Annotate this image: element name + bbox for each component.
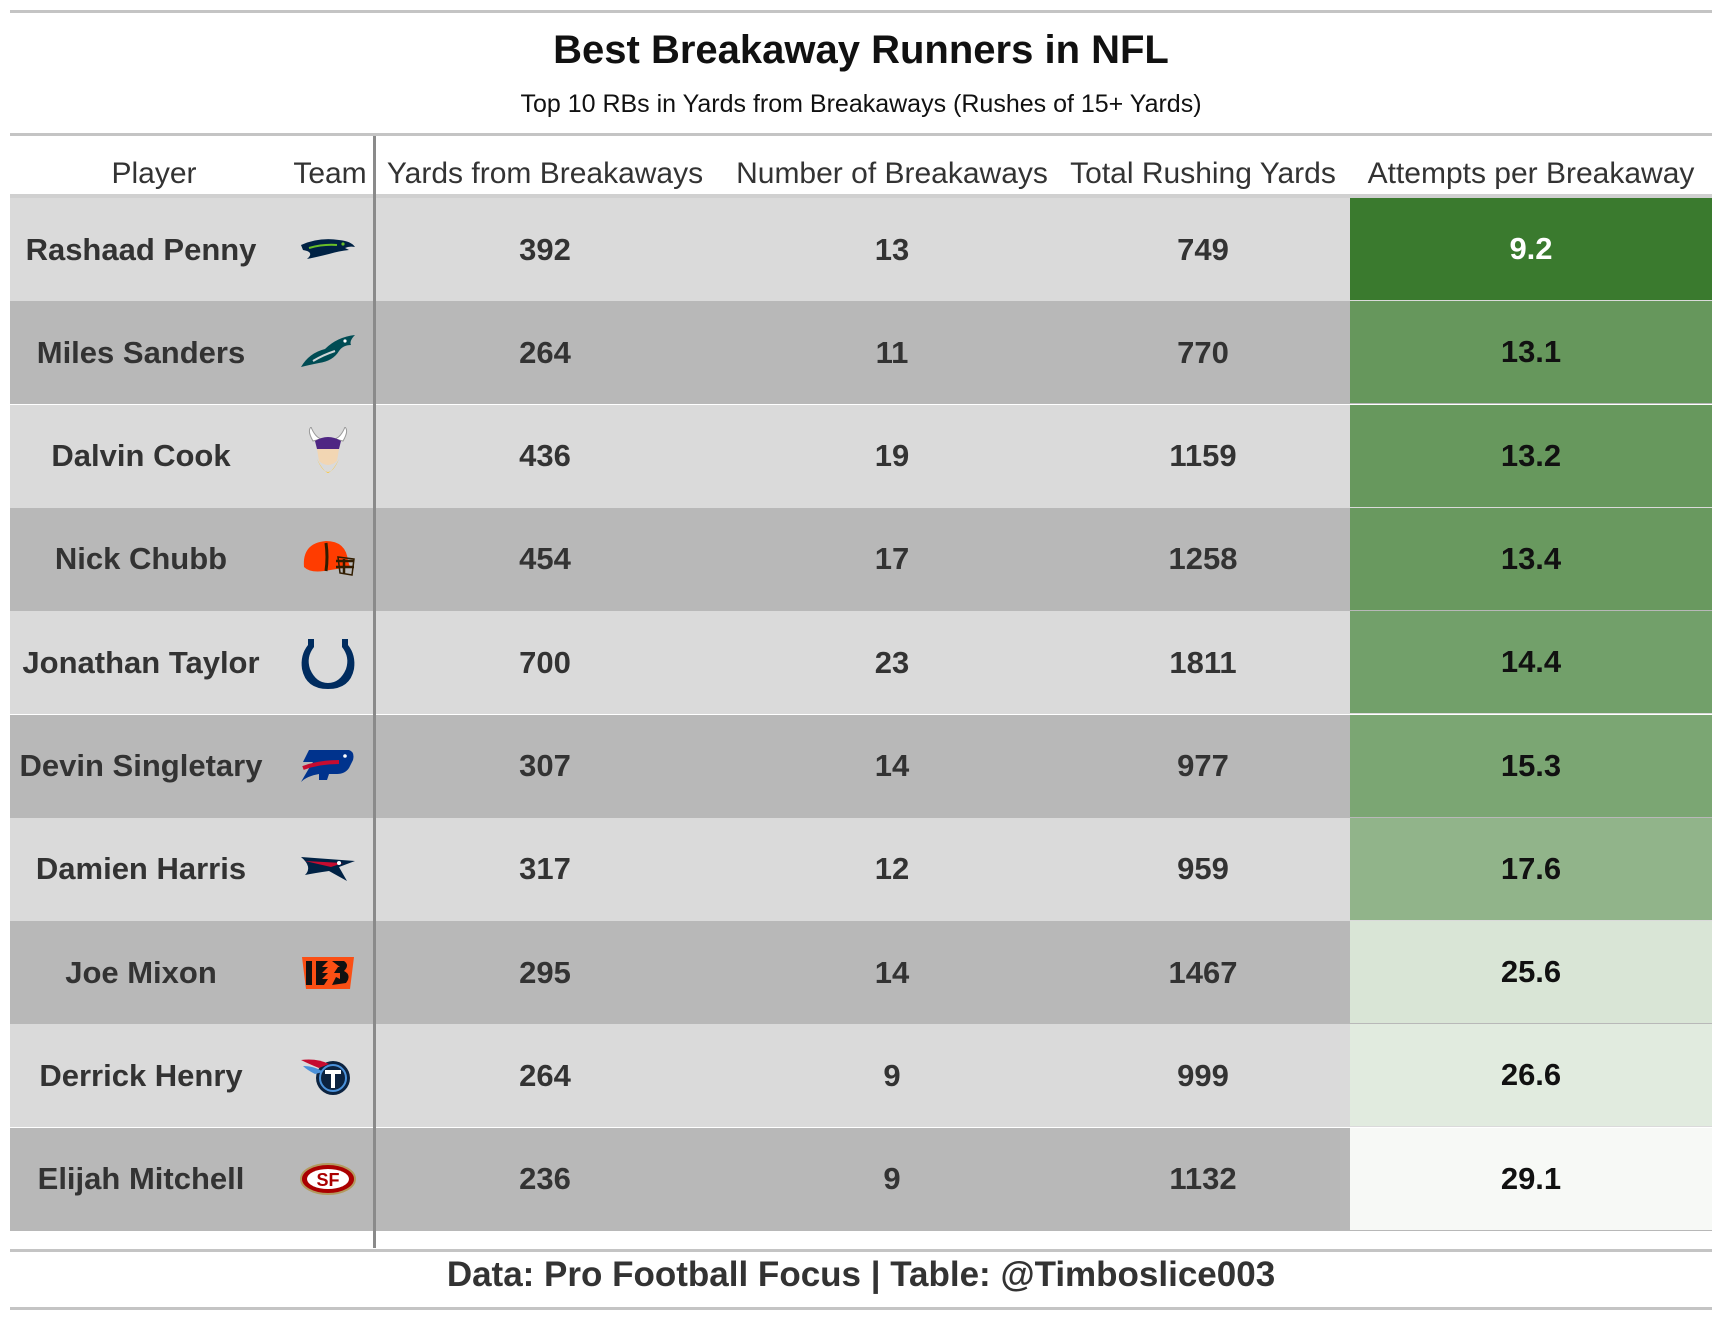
number-of-breakaways: 13 [874, 231, 910, 267]
table-row: Rashaad Penny 392 13 749 9.2 [10, 198, 1712, 301]
header-number-of-breakaways: Number of Breakaways [736, 157, 1048, 190]
table-frame: Best Breakaway Runners in NFL Top 10 RBs… [10, 10, 1712, 1310]
player-name: Joe Mixon [65, 954, 217, 990]
49ers-logo-icon: SF [293, 1128, 363, 1231]
table-row: Miles Sanders 264 11 770 13.1 [10, 301, 1712, 405]
number-of-breakaways: 17 [874, 541, 910, 577]
player-name: Damien Harris [35, 851, 247, 887]
total-rushing-yards: 1258 [1168, 541, 1238, 577]
table-footer: Data: Pro Football Focus | Table: @Timbo… [446, 1255, 1276, 1294]
top-rule [10, 10, 1712, 13]
table-row: Elijah Mitchell 236 9 1132 SF 29.1 [10, 1127, 1712, 1231]
bills-logo-icon [293, 715, 363, 818]
player-name: Devin Singletary [19, 748, 263, 783]
total-rushing-yards: 959 [1177, 851, 1229, 887]
attempts-per-breakaway: 25.6 [1350, 921, 1712, 1024]
table-row: Devin Singletary 307 14 977 15.3 [10, 714, 1712, 818]
yards-from-breakaways: 700 [519, 644, 571, 680]
attempts-per-breakaway: 17.6 [1350, 817, 1712, 920]
attempts-per-breakaway: 26.6 [1350, 1024, 1712, 1127]
number-of-breakaways: 19 [874, 438, 910, 474]
attempts-per-breakaway: 13.4 [1350, 507, 1712, 610]
table-row: Nick Chubb 454 17 1258 13.4 [10, 507, 1712, 611]
number-of-breakaways: 14 [874, 954, 910, 990]
number-of-breakaways: 14 [874, 748, 910, 783]
player-name: Elijah Mitchell [37, 1161, 245, 1197]
header-player: Player [111, 157, 197, 190]
table-row: Jonathan Taylor 700 23 1811 14.4 [10, 611, 1712, 715]
yards-from-breakaways: 236 [519, 1161, 571, 1197]
attempts-per-breakaway: 13.2 [1350, 404, 1712, 507]
total-rushing-yards: 770 [1177, 334, 1229, 370]
yards-from-breakaways: 317 [519, 851, 571, 887]
number-of-breakaways: 11 [875, 334, 909, 370]
header-top-rule [10, 133, 1712, 136]
player-name: Derrick Henry [39, 1057, 243, 1093]
attempts-per-breakaway: 14.4 [1350, 611, 1712, 714]
player-name: Jonathan Taylor [22, 644, 260, 680]
yards-from-breakaways: 436 [519, 438, 571, 474]
total-rushing-yards: 749 [1177, 231, 1229, 267]
player-name: Dalvin Cook [51, 438, 231, 474]
header-total-rushing-yards: Total Rushing Yards [1070, 157, 1336, 190]
yards-from-breakaways: 392 [519, 231, 571, 267]
number-of-breakaways: 23 [874, 644, 910, 680]
total-rushing-yards: 1159 [1169, 438, 1237, 474]
yards-from-breakaways: 264 [519, 1057, 571, 1093]
yards-from-breakaways: 454 [519, 541, 571, 577]
player-name: Rashaad Penny [25, 231, 257, 267]
colts-logo-icon [293, 611, 363, 714]
player-name: Nick Chubb [54, 541, 228, 577]
total-rushing-yards: 999 [1177, 1057, 1229, 1093]
number-of-breakaways: 9 [883, 1057, 901, 1093]
table-row: Dalvin Cook 436 19 1159 13.2 [10, 404, 1712, 508]
eagles-logo-icon [293, 301, 363, 404]
patriots-logo-icon [293, 818, 363, 921]
total-rushing-yards: 1811 [1169, 644, 1237, 680]
table-subtitle: Top 10 RBs in Yards from Breakaways (Rus… [520, 90, 1202, 118]
attempts-per-breakaway: 15.3 [1350, 714, 1712, 817]
svg-text:SF: SF [316, 1170, 339, 1190]
yards-from-breakaways: 295 [519, 954, 571, 990]
header-yards-from-breakaways: Yards from Breakaways [386, 157, 704, 190]
player-name: Miles Sanders [36, 334, 246, 370]
table-title: Best Breakaway Runners in NFL [553, 28, 1169, 72]
attempts-per-breakaway: 9.2 [1350, 198, 1712, 300]
total-rushing-yards: 1132 [1169, 1161, 1237, 1197]
yards-from-breakaways: 307 [519, 748, 571, 783]
bengals-logo-icon [293, 921, 363, 1024]
table-row: Damien Harris 317 12 959 17.6 [10, 817, 1712, 921]
footer-top-rule [10, 1249, 1712, 1252]
bottom-rule [10, 1307, 1712, 1310]
attempts-per-breakaway: 13.1 [1350, 301, 1712, 404]
table-row: Joe Mixon 295 14 1467 25.6 [10, 921, 1712, 1025]
table-row: Derrick Henry 264 9 999 26.6 [10, 1024, 1712, 1128]
number-of-breakaways: 9 [883, 1161, 901, 1197]
number-of-breakaways: 12 [874, 851, 910, 887]
total-rushing-yards: 977 [1177, 748, 1229, 783]
header-attempts-per-breakaway: Attempts per Breakaway [1367, 157, 1695, 190]
yards-from-breakaways: 264 [519, 334, 571, 370]
header-bottom-rule [10, 194, 1712, 198]
browns-logo-icon [293, 508, 363, 611]
total-rushing-yards: 1467 [1168, 954, 1238, 990]
titans-logo-icon [293, 1024, 363, 1127]
header-team: Team [293, 157, 367, 190]
vikings-logo-icon [293, 405, 363, 508]
attempts-per-breakaway: 29.1 [1350, 1127, 1712, 1230]
seahawks-logo-icon [293, 198, 363, 301]
column-divider [373, 136, 376, 1248]
